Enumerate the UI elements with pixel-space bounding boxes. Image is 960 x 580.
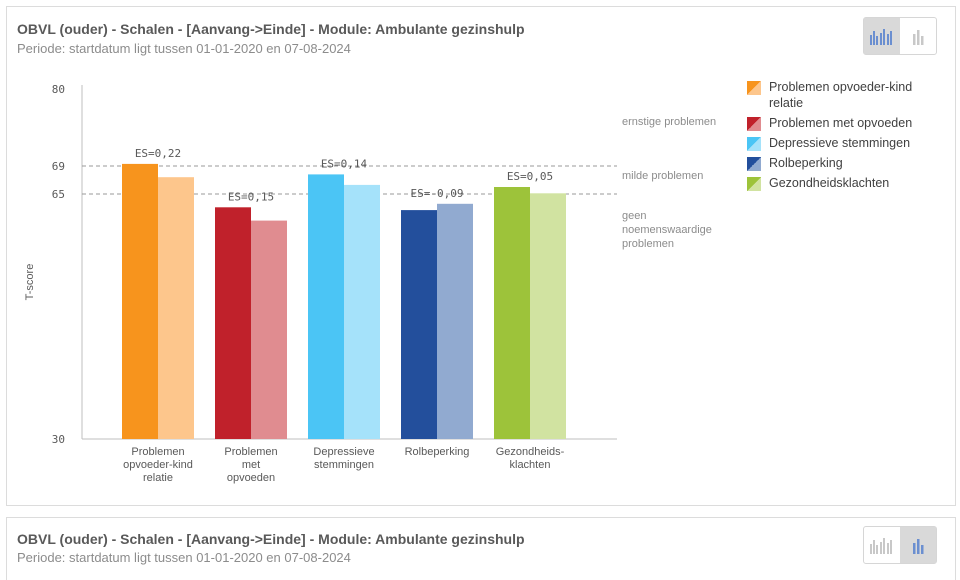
bar-einde [530, 193, 566, 439]
panel-subtitle: Periode: startdatum ligt tussen 01-01-20… [17, 41, 351, 56]
bar-aanvang [308, 174, 344, 439]
legend-swatch [747, 177, 761, 191]
bar-einde [251, 220, 287, 439]
legend-item[interactable]: Rolbeperking [747, 155, 937, 171]
single-bars-view-button[interactable] [900, 18, 936, 54]
panel-title: OBVL (ouder) - Schalen - [Aanvang->Einde… [17, 21, 525, 37]
panel-title: OBVL (ouder) - Schalen - [Aanvang->Einde… [17, 531, 525, 547]
legend-swatch [747, 81, 761, 95]
single-bars-view-button[interactable] [900, 527, 936, 563]
y-tick-label: 80 [52, 83, 65, 96]
y-axis-title: T-score [24, 264, 36, 301]
y-tick-label: 69 [52, 160, 65, 173]
bar-chart-icon [913, 30, 924, 45]
legend-label: Depressieve stemmingen [769, 136, 911, 150]
bar-einde [344, 184, 380, 439]
bar-chart: 30 65 69 80 T-score ernstige problemen milde p… [24, 83, 716, 484]
zone-label: ernstige problemen [622, 116, 716, 128]
legend-item[interactable]: Problemen opvoeder-kind relatie [747, 79, 937, 111]
grouped-bar-chart-icon [870, 29, 892, 45]
bar-aanvang [401, 210, 437, 439]
grouped-bars-view-button[interactable] [864, 18, 900, 54]
effect-size-label: ES=0,14 [321, 157, 368, 170]
x-tick-label: Depressieve stemmingen [313, 446, 374, 471]
x-tick-label: Problemen opvoeder-kind relatie [123, 446, 193, 484]
effect-size-label: ES=-0,09 [411, 187, 464, 200]
grouped-bar-chart-icon [870, 538, 892, 554]
y-tick-label: 30 [52, 433, 65, 446]
legend-label: Problemen opvoeder-kind relatie [769, 80, 913, 110]
legend-swatch [747, 157, 761, 171]
chart-panel-2: OBVL (ouder) - Schalen - [Aanvang->Einde… [6, 517, 956, 580]
legend-item[interactable]: Gezondheidsklachten [747, 175, 937, 191]
effect-size-label: ES=0,05 [507, 170, 553, 183]
legend-item[interactable]: Depressieve stemmingen [747, 135, 937, 151]
effect-size-label: ES=0,15 [228, 190, 274, 203]
zone-label: geen noemenswaardige problemen [622, 210, 712, 250]
bar-einde [437, 203, 473, 439]
bar-chart-icon [913, 539, 924, 554]
bar-aanvang [215, 207, 251, 439]
legend-swatch [747, 117, 761, 131]
legend-swatch [747, 137, 761, 151]
legend-label: Problemen met opvoeden [769, 116, 913, 130]
effect-size-label: ES=0,22 [135, 147, 181, 160]
bar-aanvang [494, 187, 530, 439]
y-tick-label: 65 [52, 188, 65, 201]
x-tick-label: Problemen met opvoeden [224, 446, 277, 484]
chart-panel: OBVL (ouder) - Schalen - [Aanvang->Einde… [6, 6, 956, 506]
chart-view-toggle [863, 17, 937, 55]
legend-item[interactable]: Problemen met opvoeden [747, 115, 937, 131]
x-tick-label: Rolbeperking [405, 446, 470, 458]
grouped-bars-view-button[interactable] [864, 527, 900, 563]
chart-legend: Problemen opvoeder-kind relatie Problemen… [747, 79, 937, 195]
x-tick-label: Gezondheids-klachten [496, 446, 565, 471]
chart-view-toggle [863, 526, 937, 564]
bar-einde [158, 177, 194, 439]
legend-label: Gezondheidsklachten [769, 176, 890, 190]
zone-label: milde problemen [622, 170, 703, 182]
bar-aanvang [122, 163, 158, 439]
legend-label: Rolbeperking [769, 156, 843, 170]
panel-subtitle: Periode: startdatum ligt tussen 01-01-20… [17, 550, 351, 565]
